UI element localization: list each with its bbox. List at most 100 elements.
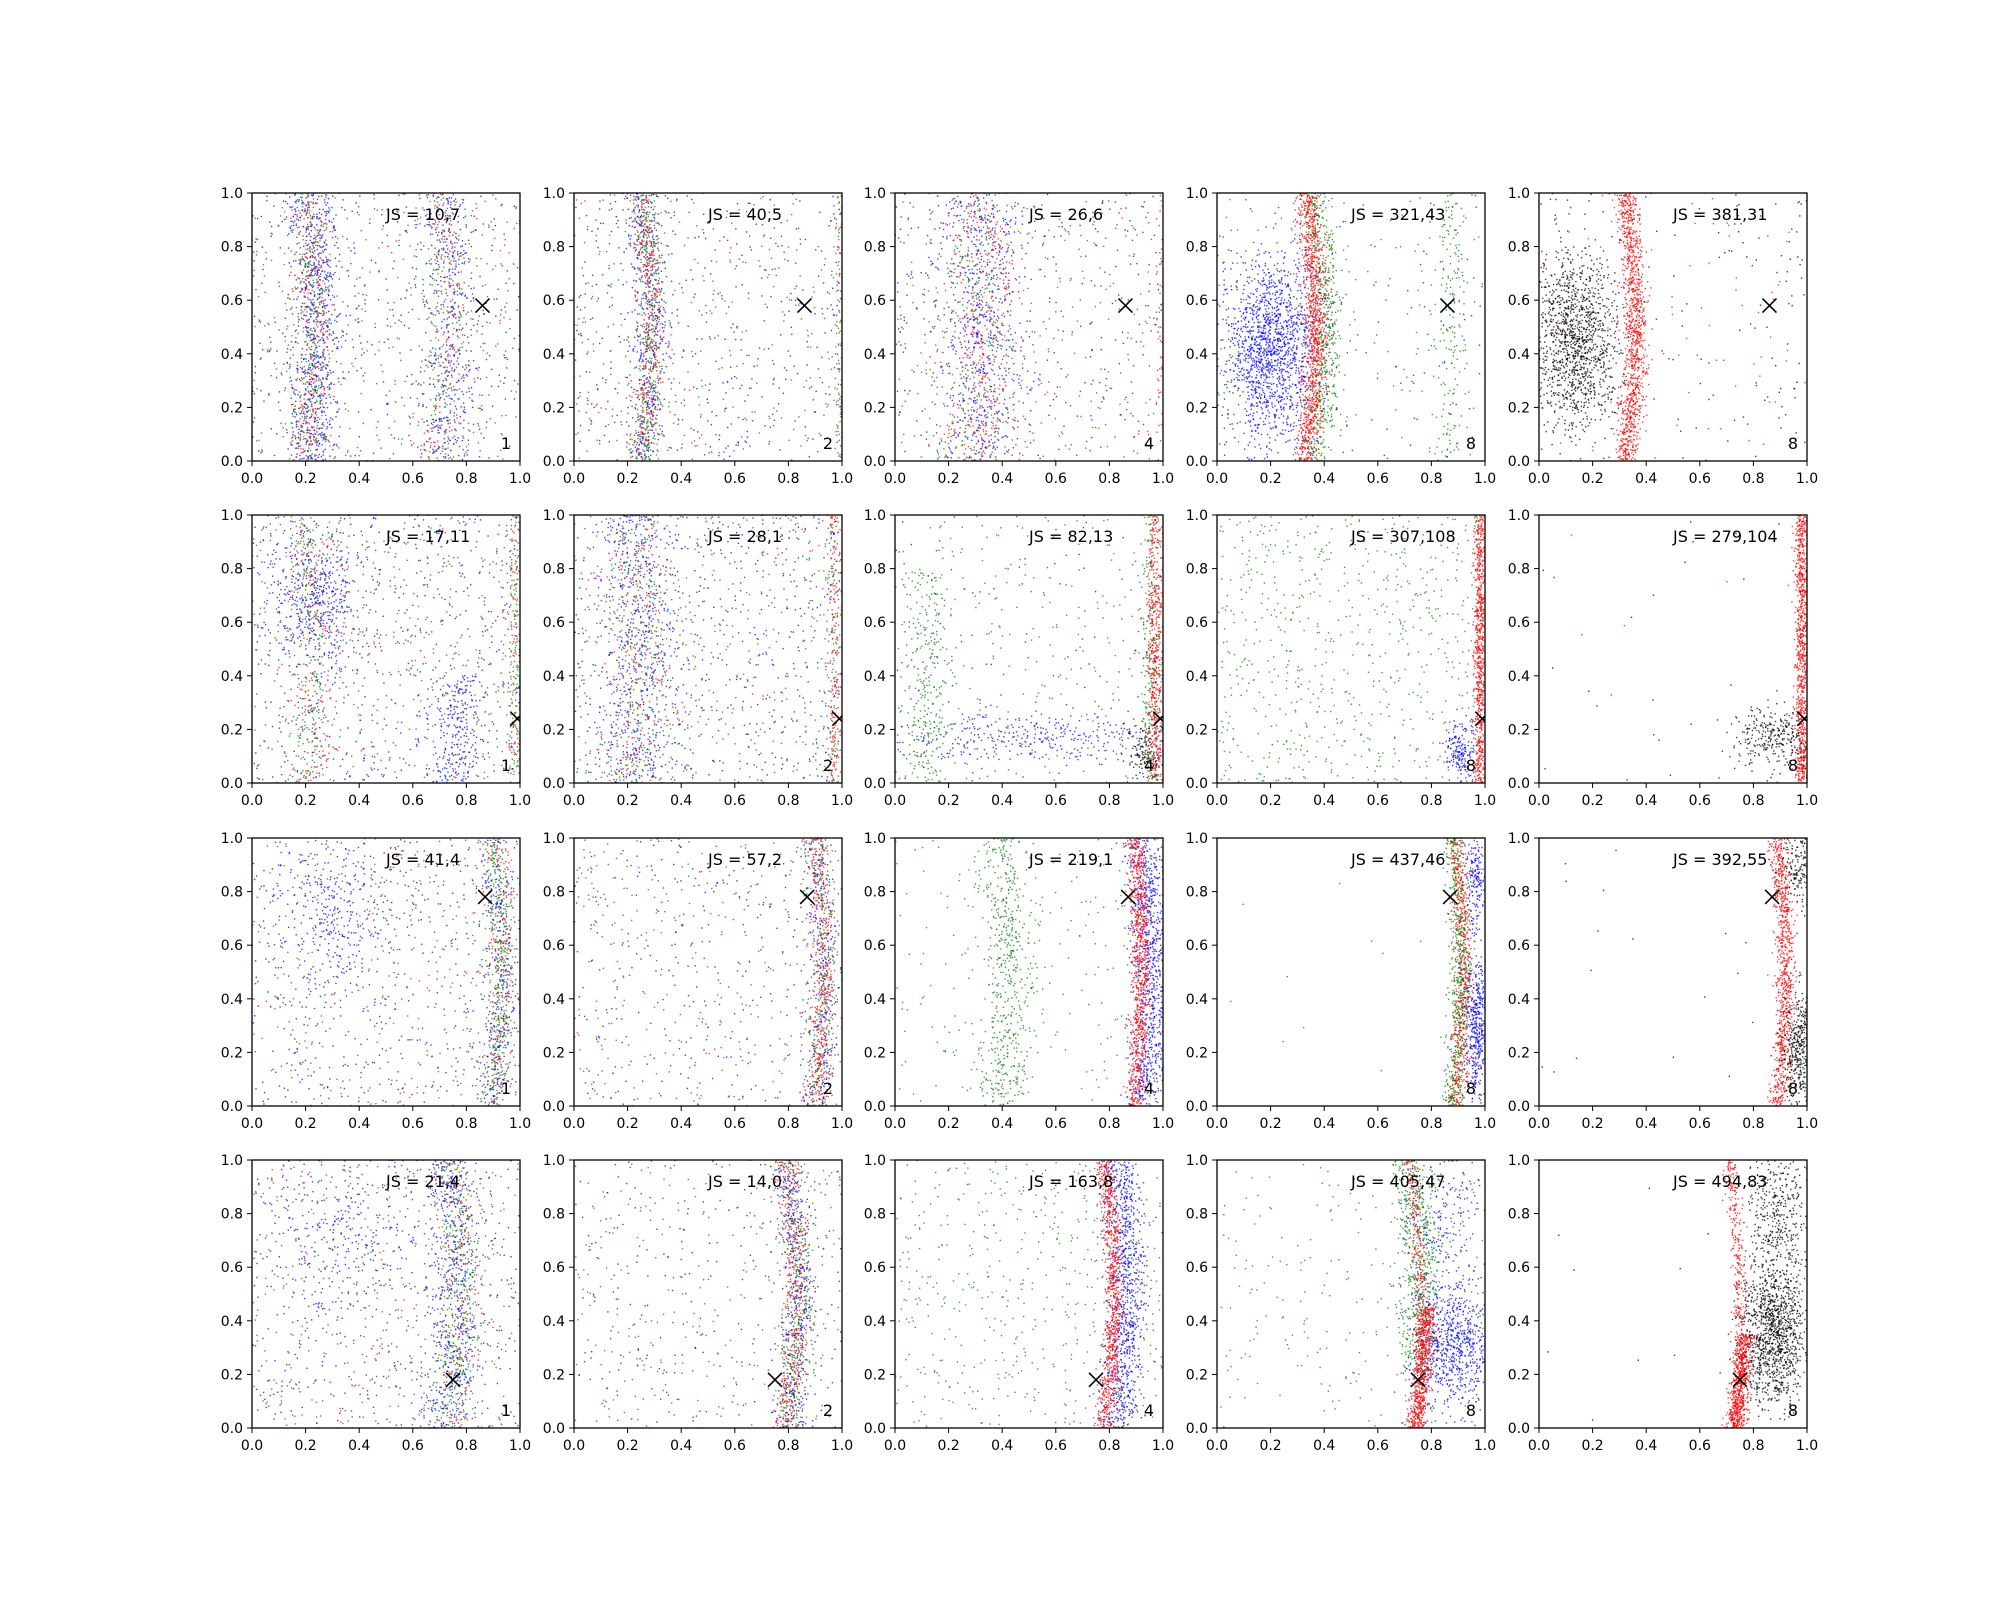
scatter-point: [837, 399, 839, 401]
scatter-point: [409, 440, 412, 442]
scatter-point: [323, 321, 325, 323]
scatter-point: [958, 393, 960, 395]
scatter-point: [745, 261, 747, 264]
scatter-point: [784, 258, 786, 261]
scatter-point: [306, 410, 308, 413]
scatter-point: [838, 368, 841, 370]
scatter-point: [637, 198, 640, 200]
scatter-point: [320, 395, 322, 397]
scatter-point: [429, 350, 431, 352]
scatter-point: [657, 450, 659, 453]
scatter-point: [287, 293, 289, 296]
scatter-point: [587, 282, 589, 284]
scatter-point: [509, 327, 511, 330]
scatter-point: [448, 197, 450, 199]
y-tick-label: 0.0: [543, 454, 565, 470]
scatter-point: [645, 234, 647, 236]
scatter-point: [417, 446, 419, 448]
scatter-point: [301, 302, 304, 304]
scatter-point: [664, 321, 666, 323]
scatter-point: [714, 306, 717, 308]
scatter-point: [800, 445, 802, 447]
scatter-point: [313, 351, 315, 354]
scatter-point: [311, 284, 313, 286]
scatter-point: [290, 454, 293, 456]
scatter-point: [326, 336, 328, 338]
scatter-point: [642, 215, 644, 218]
scatter-point: [642, 211, 644, 213]
scatter-point: [574, 234, 576, 237]
scatter-point: [456, 237, 458, 240]
scatter-point: [422, 301, 425, 303]
scatter-point: [738, 258, 741, 260]
scatter-point: [331, 418, 334, 421]
scatter-point: [605, 408, 607, 410]
scatter-point: [663, 232, 666, 234]
scatter-point: [314, 412, 316, 414]
scatter-point: [515, 206, 517, 208]
scatter-point: [322, 289, 324, 291]
scatter-point: [482, 342, 484, 345]
scatter-point: [600, 407, 602, 409]
scatter-point: [435, 269, 438, 271]
scatter-point: [449, 355, 451, 357]
scatter-point: [644, 417, 646, 419]
scatter-point: [608, 234, 611, 236]
scatter-point: [305, 204, 308, 207]
scatter-point: [335, 214, 337, 216]
scatter-point: [840, 399, 842, 401]
scatter-point: [446, 238, 448, 240]
scatter-point: [446, 216, 448, 219]
scatter-point: [620, 410, 622, 412]
scatter-point: [338, 381, 340, 383]
scatter-point: [650, 422, 652, 424]
scatter-point: [312, 256, 314, 259]
scatter-point: [646, 423, 648, 425]
scatter-point: [322, 454, 324, 456]
scatter-point: [447, 336, 450, 338]
scatter-point: [655, 279, 657, 281]
scatter-point: [652, 354, 655, 356]
scatter-point: [451, 376, 453, 378]
scatter-point: [315, 202, 317, 204]
scatter-point: [458, 258, 460, 261]
scatter-point: [639, 219, 641, 221]
scatter-point: [321, 302, 323, 304]
scatter-point: [579, 309, 582, 311]
scatter-point: [310, 390, 312, 392]
scatter-point: [283, 211, 286, 213]
scatter-point: [333, 229, 336, 231]
scatter-point: [510, 390, 513, 392]
scatter-point: [646, 378, 648, 381]
scatter-point: [645, 307, 648, 310]
scatter-point: [628, 382, 630, 385]
scatter-point: [645, 283, 648, 285]
scatter-point: [451, 255, 454, 257]
scatter-point: [645, 242, 647, 245]
scatter-point: [447, 256, 449, 258]
scatter-point: [1019, 322, 1021, 324]
scatter-point: [650, 294, 653, 297]
scatter-point: [639, 379, 641, 381]
scatter-point: [306, 415, 308, 417]
scatter-point: [426, 420, 428, 422]
scatter-point: [650, 206, 652, 208]
scatter-point: [631, 221, 634, 223]
scatter-point: [616, 414, 618, 417]
scatter-point: [639, 304, 642, 307]
scatter-point: [312, 392, 314, 395]
scatter-point: [657, 382, 659, 384]
scatter-point: [298, 277, 300, 280]
scatter-point: [375, 383, 378, 385]
scatter-point: [838, 439, 840, 442]
scatter-point: [642, 353, 644, 355]
scatter-point: [591, 317, 594, 319]
scatter-point: [341, 266, 343, 268]
scatter-point: [462, 393, 465, 396]
scatter-point: [627, 350, 629, 353]
scatter-point: [415, 268, 418, 270]
scatter-point: [290, 422, 292, 424]
scatter-point: [630, 263, 633, 265]
scatter-point: [409, 245, 411, 247]
scatter-point: [650, 418, 652, 420]
